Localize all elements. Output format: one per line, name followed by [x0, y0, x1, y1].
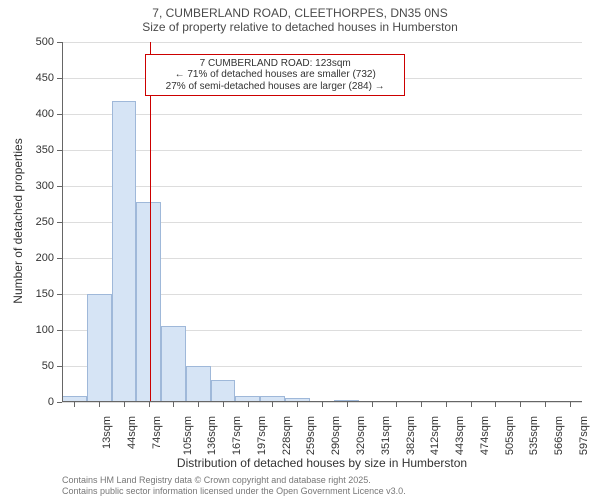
xtick-label: 597sqm	[578, 416, 590, 455]
title-line-2: Size of property relative to detached ho…	[0, 20, 600, 34]
ytick-mark	[57, 150, 62, 151]
ytick-mark	[57, 366, 62, 367]
xtick-mark	[248, 402, 249, 407]
xtick-mark	[471, 402, 472, 407]
ytick-mark	[57, 294, 62, 295]
credits-line-1: Contains HM Land Registry data © Crown c…	[62, 475, 406, 485]
gridline	[62, 42, 582, 43]
xtick-mark	[421, 402, 422, 407]
xtick-mark	[396, 402, 397, 407]
xtick-label: 320sqm	[355, 416, 367, 455]
title-line-1: 7, CUMBERLAND ROAD, CLEETHORPES, DN35 0N…	[0, 6, 600, 20]
xtick-mark	[372, 402, 373, 407]
chart-title: 7, CUMBERLAND ROAD, CLEETHORPES, DN35 0N…	[0, 6, 600, 35]
xtick-label: 535sqm	[528, 416, 540, 455]
histogram-bar	[211, 380, 236, 402]
ytick-label: 450	[0, 72, 54, 84]
histogram-bar	[186, 366, 211, 402]
annotation-line-1: 7 CUMBERLAND ROAD: 123sqm	[149, 58, 401, 70]
ytick-mark	[57, 222, 62, 223]
xtick-label: 228sqm	[281, 416, 293, 455]
plot-area: 7 CUMBERLAND ROAD: 123sqm← 71% of detach…	[62, 42, 582, 402]
ytick-label: 50	[0, 360, 54, 372]
xtick-label: 44sqm	[126, 416, 138, 449]
x-axis-label: Distribution of detached houses by size …	[62, 456, 582, 470]
xtick-label: 566sqm	[553, 416, 565, 455]
xtick-mark	[99, 402, 100, 407]
xtick-mark	[74, 402, 75, 407]
ytick-label: 0	[0, 396, 54, 408]
xtick-label: 167sqm	[231, 416, 243, 455]
ytick-mark	[57, 258, 62, 259]
xtick-label: 259sqm	[306, 416, 318, 455]
y-axis-line	[62, 42, 63, 402]
histogram-bar	[112, 101, 137, 402]
ytick-mark	[57, 186, 62, 187]
xtick-mark	[272, 402, 273, 407]
xtick-mark	[173, 402, 174, 407]
xtick-mark	[347, 402, 348, 407]
xtick-label: 74sqm	[151, 416, 163, 449]
xtick-mark	[124, 402, 125, 407]
xtick-label: 136sqm	[207, 416, 219, 455]
ytick-label: 300	[0, 180, 54, 192]
xtick-mark	[322, 402, 323, 407]
xtick-label: 505sqm	[504, 416, 516, 455]
xtick-mark	[297, 402, 298, 407]
ytick-mark	[57, 114, 62, 115]
xtick-label: 474sqm	[479, 416, 491, 455]
gridline	[62, 114, 582, 115]
gridline	[62, 186, 582, 187]
ytick-label: 200	[0, 252, 54, 264]
xtick-mark	[545, 402, 546, 407]
xtick-mark	[446, 402, 447, 407]
ytick-mark	[57, 78, 62, 79]
xtick-mark	[570, 402, 571, 407]
ytick-mark	[57, 330, 62, 331]
xtick-mark	[520, 402, 521, 407]
xtick-label: 197sqm	[256, 416, 268, 455]
xtick-label: 382sqm	[405, 416, 417, 455]
annotation-line-2: ← 71% of detached houses are smaller (73…	[149, 69, 401, 81]
xtick-label: 351sqm	[380, 416, 392, 455]
histogram-bar	[161, 326, 186, 402]
ytick-mark	[57, 402, 62, 403]
xtick-mark	[149, 402, 150, 407]
ytick-label: 100	[0, 324, 54, 336]
y-axis-label: Number of detached properties	[11, 41, 25, 401]
annotation-line-3: 27% of semi-detached houses are larger (…	[149, 81, 401, 93]
ytick-label: 400	[0, 108, 54, 120]
credits: Contains HM Land Registry data © Crown c…	[62, 475, 406, 496]
xtick-mark	[198, 402, 199, 407]
ytick-label: 150	[0, 288, 54, 300]
annotation-box: 7 CUMBERLAND ROAD: 123sqm← 71% of detach…	[145, 54, 405, 97]
xtick-mark	[495, 402, 496, 407]
ytick-mark	[57, 42, 62, 43]
xtick-label: 13sqm	[101, 416, 113, 449]
xtick-label: 412sqm	[429, 416, 441, 455]
ytick-label: 350	[0, 144, 54, 156]
credits-line-2: Contains public sector information licen…	[62, 486, 406, 496]
gridline	[62, 150, 582, 151]
histogram-bar	[87, 294, 112, 402]
xtick-label: 290sqm	[330, 416, 342, 455]
xtick-label: 105sqm	[182, 416, 194, 455]
histogram-bar	[136, 202, 161, 402]
xtick-label: 443sqm	[454, 416, 466, 455]
ytick-label: 250	[0, 216, 54, 228]
xtick-mark	[223, 402, 224, 407]
ytick-label: 500	[0, 36, 54, 48]
